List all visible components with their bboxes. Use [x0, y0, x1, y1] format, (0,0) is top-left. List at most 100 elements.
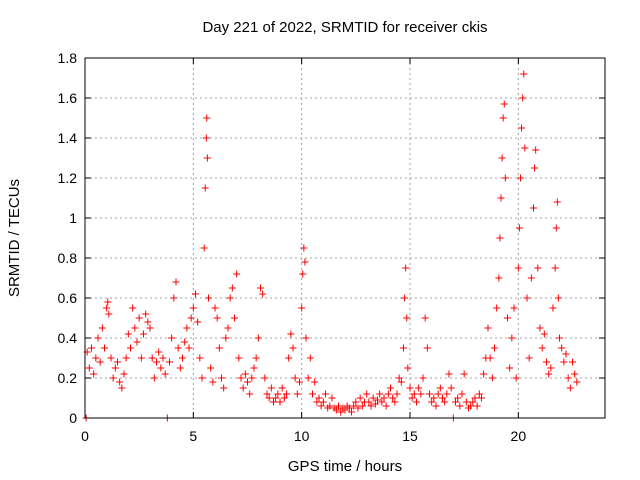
data-point	[475, 390, 483, 398]
data-point	[287, 330, 295, 338]
data-point	[109, 374, 117, 382]
data-point	[289, 344, 297, 352]
y-axis-label: SRMTID / TECUs	[6, 179, 23, 297]
x-axis-label: GPS time / hours	[288, 458, 402, 475]
data-point	[142, 310, 150, 318]
y-tick-label: 0.2	[58, 370, 78, 386]
data-point	[430, 394, 438, 402]
data-point	[558, 344, 566, 352]
data-point	[419, 374, 427, 382]
x-axis-ticks: 0 5 10 15 20	[81, 58, 526, 444]
x-tick-label: 15	[402, 428, 418, 444]
data-point	[471, 394, 479, 402]
data-point	[259, 290, 267, 298]
data-point	[436, 384, 444, 392]
data-point	[248, 374, 256, 382]
data-point	[462, 398, 470, 406]
data-point	[531, 164, 539, 172]
data-point	[283, 390, 290, 398]
data-point	[301, 258, 309, 266]
y-tick-label: 0	[69, 410, 77, 426]
data-point	[443, 390, 451, 398]
data-point	[155, 348, 163, 356]
data-point	[337, 408, 345, 416]
data-point	[328, 394, 336, 402]
data-point	[90, 370, 98, 378]
data-point	[354, 404, 362, 412]
data-point	[263, 390, 271, 398]
data-point	[267, 384, 275, 392]
data-point	[183, 324, 191, 332]
data-point	[517, 174, 524, 182]
data-point	[543, 358, 550, 366]
data-points	[82, 70, 581, 422]
data-point	[309, 390, 316, 398]
data-point	[150, 374, 158, 382]
data-point	[497, 194, 505, 202]
y-tick-label: 0.6	[58, 290, 78, 306]
x-tick-label: 20	[511, 428, 527, 444]
data-point	[387, 384, 394, 392]
data-point	[495, 274, 503, 282]
data-point	[413, 398, 420, 406]
data-point	[404, 364, 412, 372]
data-point	[473, 402, 481, 410]
data-point	[358, 402, 366, 410]
data-point	[562, 350, 570, 358]
data-point	[228, 284, 236, 292]
data-point	[181, 338, 189, 346]
y-tick-label: 0.8	[58, 250, 78, 266]
x-tick-label: 10	[294, 428, 310, 444]
data-point	[341, 406, 349, 414]
y-axis-ticks: 0 0.2 0.4 0.6 0.8 1 1.2 1.4 1.6 1.8	[58, 50, 605, 426]
data-point	[207, 364, 215, 372]
data-point	[88, 344, 95, 352]
data-point	[519, 94, 527, 102]
data-point	[512, 374, 520, 382]
data-point	[452, 398, 459, 406]
data-point	[552, 224, 560, 232]
data-point	[103, 304, 111, 312]
data-point	[551, 264, 559, 272]
data-point	[137, 354, 145, 362]
data-point	[127, 344, 134, 352]
data-point	[547, 364, 555, 372]
data-point	[391, 398, 399, 406]
data-point	[520, 70, 528, 78]
data-point	[518, 124, 526, 132]
data-point	[488, 374, 496, 382]
data-point	[527, 274, 535, 282]
data-point	[304, 374, 312, 382]
data-point	[500, 100, 508, 108]
data-point	[299, 270, 307, 278]
data-point	[194, 318, 202, 326]
data-point	[189, 304, 197, 312]
data-point	[382, 402, 390, 410]
data-point	[166, 358, 173, 366]
data-point	[369, 394, 377, 402]
data-point	[530, 204, 537, 212]
data-point	[201, 184, 209, 192]
data-point	[523, 294, 531, 302]
data-point	[348, 408, 355, 416]
data-point	[401, 294, 409, 302]
data-point	[261, 374, 269, 382]
data-point	[484, 324, 492, 332]
data-point	[456, 402, 464, 410]
data-point	[556, 334, 563, 342]
data-point	[233, 270, 241, 278]
data-point	[107, 354, 115, 362]
data-point	[254, 334, 262, 342]
data-point	[157, 364, 165, 372]
data-point	[98, 324, 106, 332]
data-point	[498, 154, 506, 162]
data-point	[235, 354, 243, 362]
data-point	[402, 264, 410, 272]
data-point	[560, 358, 568, 366]
data-point	[205, 294, 212, 302]
data-point	[408, 394, 416, 402]
data-point	[335, 402, 342, 410]
data-point	[400, 344, 407, 352]
data-point	[257, 284, 264, 292]
